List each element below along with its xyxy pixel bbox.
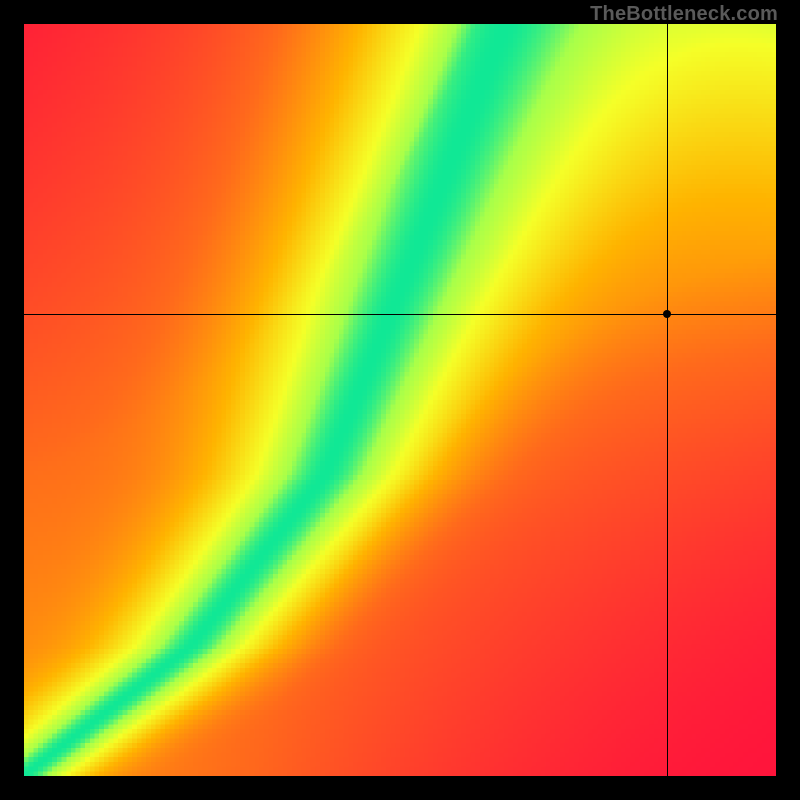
- heatmap-canvas: [24, 24, 776, 776]
- crosshair-marker: [663, 310, 671, 318]
- watermark-text: TheBottleneck.com: [590, 3, 778, 26]
- plot-area: [24, 24, 776, 776]
- crosshair-vertical: [667, 24, 668, 776]
- chart-container: TheBottleneck.com: [0, 0, 800, 800]
- canvas-wrap: [24, 24, 776, 776]
